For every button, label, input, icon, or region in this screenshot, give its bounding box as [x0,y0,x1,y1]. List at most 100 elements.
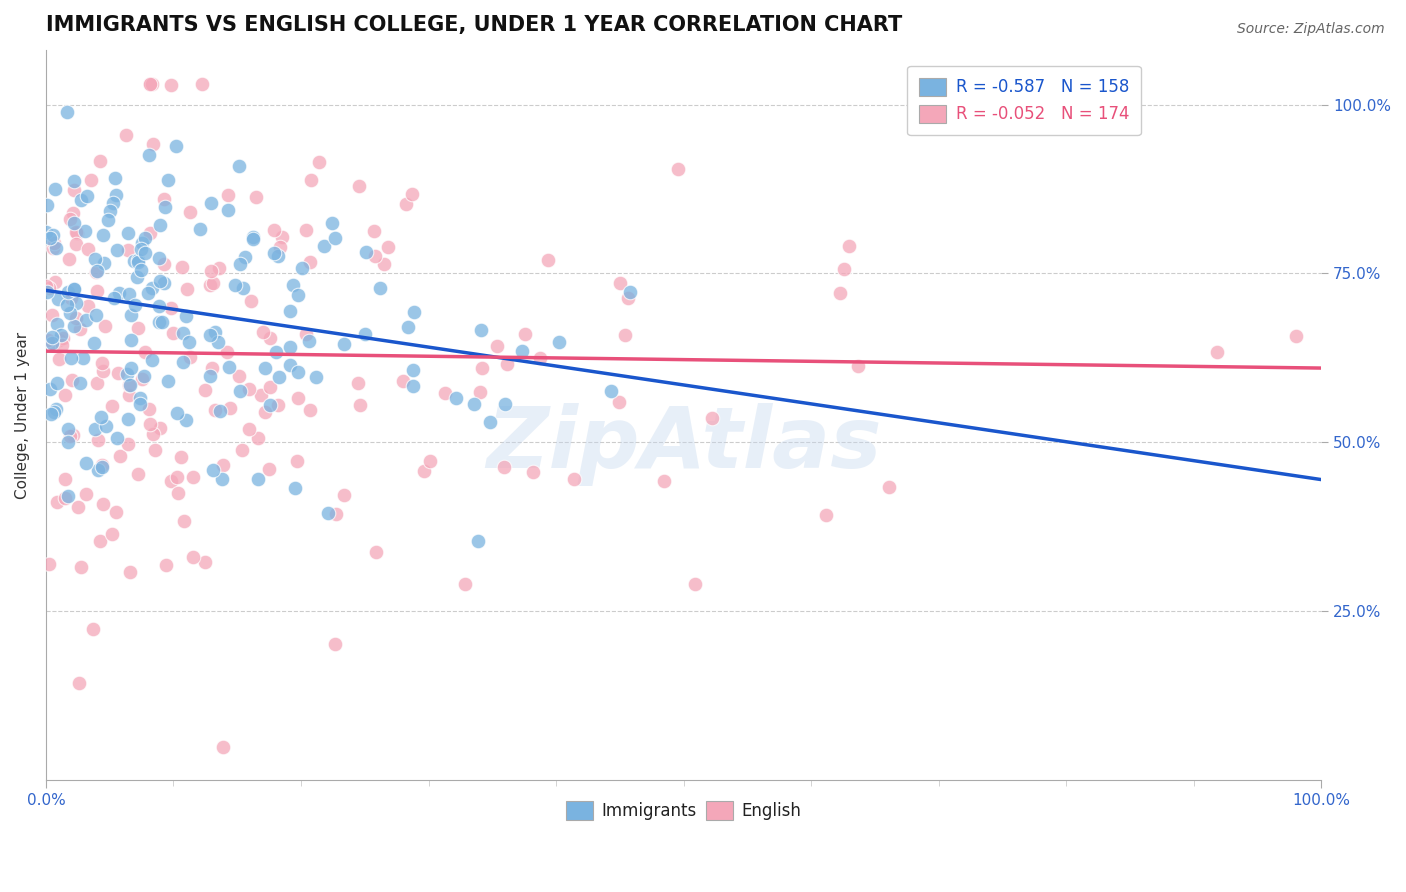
Point [89,533,111,548]
Point [118,565,141,579]
Point [58,252,80,267]
Point [62,206,84,220]
Point [56,105,79,120]
Point [198,368,221,383]
Point [138,226,160,240]
Point [470,323,492,337]
Point [115,128,138,143]
Point [62,427,84,442]
Point [614,327,637,342]
Point [179,335,201,350]
Point [607,394,630,409]
Point [238,422,260,436]
Point [463,397,485,411]
Point [454,577,477,591]
Point [287,365,309,379]
Point [364,249,387,263]
Point [120,308,142,322]
Point [333,488,356,502]
Point [65,225,87,239]
Point [150,315,173,329]
Point [332,337,354,351]
Point [247,431,270,445]
Point [486,339,509,353]
Point [83,336,105,351]
Point [42,228,65,243]
Point [38,383,60,397]
Point [70,560,93,574]
Point [157,173,180,187]
Point [305,369,328,384]
Point [347,376,370,390]
Point [155,201,177,215]
Point [217,188,239,202]
Point [41,308,63,322]
Point [191,77,214,91]
Point [250,388,273,402]
Point [298,334,321,348]
Point [100,526,122,541]
Point [495,357,517,371]
Point [89,153,111,168]
Point [131,236,153,251]
Point [149,420,172,434]
Point [75,456,97,470]
Point [153,276,176,290]
Point [84,252,107,266]
Point [66,226,89,240]
Point [600,384,623,398]
Point [402,362,425,376]
Point [53,472,76,486]
Point [77,299,100,313]
Point [62,319,84,334]
Point [105,505,128,519]
Point [44,405,66,419]
Point [46,376,69,391]
Point [212,739,235,754]
Point [402,305,425,319]
Point [174,309,197,323]
Point [46,317,69,331]
Point [141,280,163,294]
Point [228,159,250,173]
Point [37,285,59,299]
Point [129,392,152,406]
Point [67,676,90,690]
Point [269,369,291,384]
Point [63,216,86,230]
Point [207,335,229,350]
Point [208,261,231,276]
Point [84,308,107,322]
Point [120,361,142,376]
Point [208,404,231,418]
Point [179,204,201,219]
Point [513,326,536,341]
Point [259,398,281,412]
Point [181,550,204,565]
Point [117,243,139,257]
Point [56,489,79,503]
Point [108,449,131,463]
Point [45,402,67,417]
Point [267,398,290,412]
Point [266,345,288,359]
Point [105,431,128,445]
Point [75,313,97,327]
Point [562,472,585,486]
Point [172,355,194,369]
Point [700,410,723,425]
Point [537,252,560,267]
Point [269,240,291,254]
Point [134,344,156,359]
Point [198,278,221,293]
Point [35,198,58,212]
Point [245,189,267,203]
Point [37,333,59,347]
Point [257,461,280,475]
Point [194,383,217,397]
Point [160,475,183,489]
Point [125,270,148,285]
Point [138,148,160,162]
Point [45,241,67,255]
Point [86,284,108,298]
